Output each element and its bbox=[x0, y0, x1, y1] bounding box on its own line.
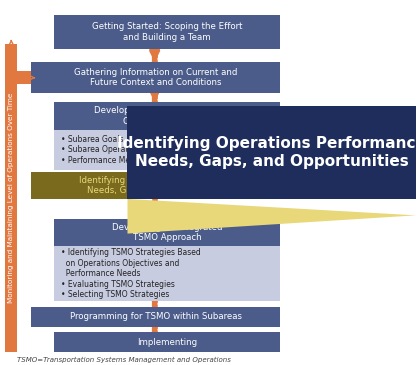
FancyBboxPatch shape bbox=[11, 71, 31, 84]
FancyBboxPatch shape bbox=[31, 307, 280, 327]
FancyBboxPatch shape bbox=[54, 332, 280, 352]
Text: Monitoring and Maintaining Level of Operations Over Time: Monitoring and Maintaining Level of Oper… bbox=[8, 93, 14, 303]
Text: Identifying Operations Performance
Needs, Gaps, and Opportunities: Identifying Operations Performance Needs… bbox=[117, 136, 418, 169]
Text: Gathering Information on Current and
Future Context and Conditions: Gathering Information on Current and Fut… bbox=[74, 68, 237, 87]
FancyBboxPatch shape bbox=[54, 15, 280, 49]
FancyBboxPatch shape bbox=[127, 106, 416, 199]
FancyBboxPatch shape bbox=[54, 246, 280, 301]
Text: Getting Started: Scoping the Effort
and Building a Team: Getting Started: Scoping the Effort and … bbox=[92, 22, 242, 42]
Text: Programming for TSMO within Subareas: Programming for TSMO within Subareas bbox=[70, 312, 242, 321]
FancyBboxPatch shape bbox=[31, 172, 280, 199]
FancyBboxPatch shape bbox=[5, 44, 17, 352]
FancyBboxPatch shape bbox=[31, 62, 280, 93]
Text: Developing an Integrated
TSMO Approach: Developing an Integrated TSMO Approach bbox=[112, 223, 222, 242]
Text: • Subarea Goals
• Subarea Operational Objectives
• Performance Measures: • Subarea Goals • Subarea Operational Ob… bbox=[61, 135, 189, 165]
FancyBboxPatch shape bbox=[54, 130, 280, 170]
Text: Developing an Outcome-Oriented
Operational Concept: Developing an Outcome-Oriented Operation… bbox=[94, 106, 240, 126]
Text: TSMO=Transportation Systems Management and Operations: TSMO=Transportation Systems Management a… bbox=[17, 357, 231, 363]
FancyBboxPatch shape bbox=[54, 219, 280, 246]
Text: Implementing: Implementing bbox=[137, 338, 197, 347]
Text: Identifying Operations Performance
Needs, Gaps, and Opportunities: Identifying Operations Performance Needs… bbox=[79, 176, 232, 195]
Polygon shape bbox=[127, 199, 416, 234]
Text: • Identifying TSMO Strategies Based
  on Operations Objectives and
  Performance: • Identifying TSMO Strategies Based on O… bbox=[61, 249, 200, 299]
FancyBboxPatch shape bbox=[54, 102, 280, 130]
